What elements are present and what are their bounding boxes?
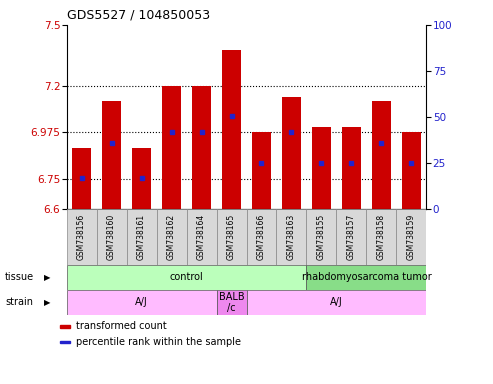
Bar <box>61 341 70 343</box>
Text: rhabdomyosarcoma tumor: rhabdomyosarcoma tumor <box>302 272 431 283</box>
Bar <box>192 86 211 209</box>
Bar <box>336 209 366 265</box>
Bar <box>67 265 307 290</box>
Bar <box>97 209 127 265</box>
Bar <box>162 86 181 209</box>
Text: GSM738162: GSM738162 <box>167 214 176 260</box>
Bar <box>246 290 426 315</box>
Text: GSM738156: GSM738156 <box>77 214 86 260</box>
Bar <box>396 209 426 265</box>
Bar <box>366 209 396 265</box>
Bar <box>72 148 91 209</box>
Text: percentile rank within the sample: percentile rank within the sample <box>76 337 241 347</box>
Text: GSM738166: GSM738166 <box>257 214 266 260</box>
Text: strain: strain <box>5 297 33 308</box>
Bar <box>312 127 331 209</box>
Bar <box>307 265 426 290</box>
Bar <box>67 290 216 315</box>
Text: GDS5527 / 104850053: GDS5527 / 104850053 <box>67 8 210 21</box>
Bar <box>282 97 301 209</box>
Bar <box>402 132 421 209</box>
Text: control: control <box>170 272 204 283</box>
Bar <box>222 50 241 209</box>
Text: GSM738161: GSM738161 <box>137 214 146 260</box>
Text: BALB
/c: BALB /c <box>219 291 245 313</box>
Text: A/J: A/J <box>135 297 148 308</box>
Bar <box>157 209 186 265</box>
Text: GSM738157: GSM738157 <box>347 214 356 260</box>
Text: GSM738160: GSM738160 <box>107 214 116 260</box>
Text: GSM738163: GSM738163 <box>287 214 296 260</box>
Bar <box>186 209 216 265</box>
Bar <box>61 325 70 328</box>
Text: transformed count: transformed count <box>76 321 167 331</box>
Text: GSM738165: GSM738165 <box>227 214 236 260</box>
Bar <box>102 101 121 209</box>
Text: tissue: tissue <box>5 272 34 283</box>
Text: ▶: ▶ <box>43 273 50 282</box>
Bar <box>252 132 271 209</box>
Bar <box>216 209 246 265</box>
Bar <box>132 148 151 209</box>
Text: ▶: ▶ <box>43 298 50 307</box>
Bar <box>372 101 391 209</box>
Bar <box>67 209 97 265</box>
Bar <box>216 290 246 315</box>
Bar <box>342 127 361 209</box>
Text: GSM738164: GSM738164 <box>197 214 206 260</box>
Text: GSM738158: GSM738158 <box>377 214 386 260</box>
Text: GSM738159: GSM738159 <box>407 214 416 260</box>
Text: GSM738155: GSM738155 <box>317 214 326 260</box>
Bar <box>127 209 157 265</box>
Bar <box>277 209 307 265</box>
Bar <box>307 209 336 265</box>
Bar <box>246 209 277 265</box>
Text: A/J: A/J <box>330 297 343 308</box>
